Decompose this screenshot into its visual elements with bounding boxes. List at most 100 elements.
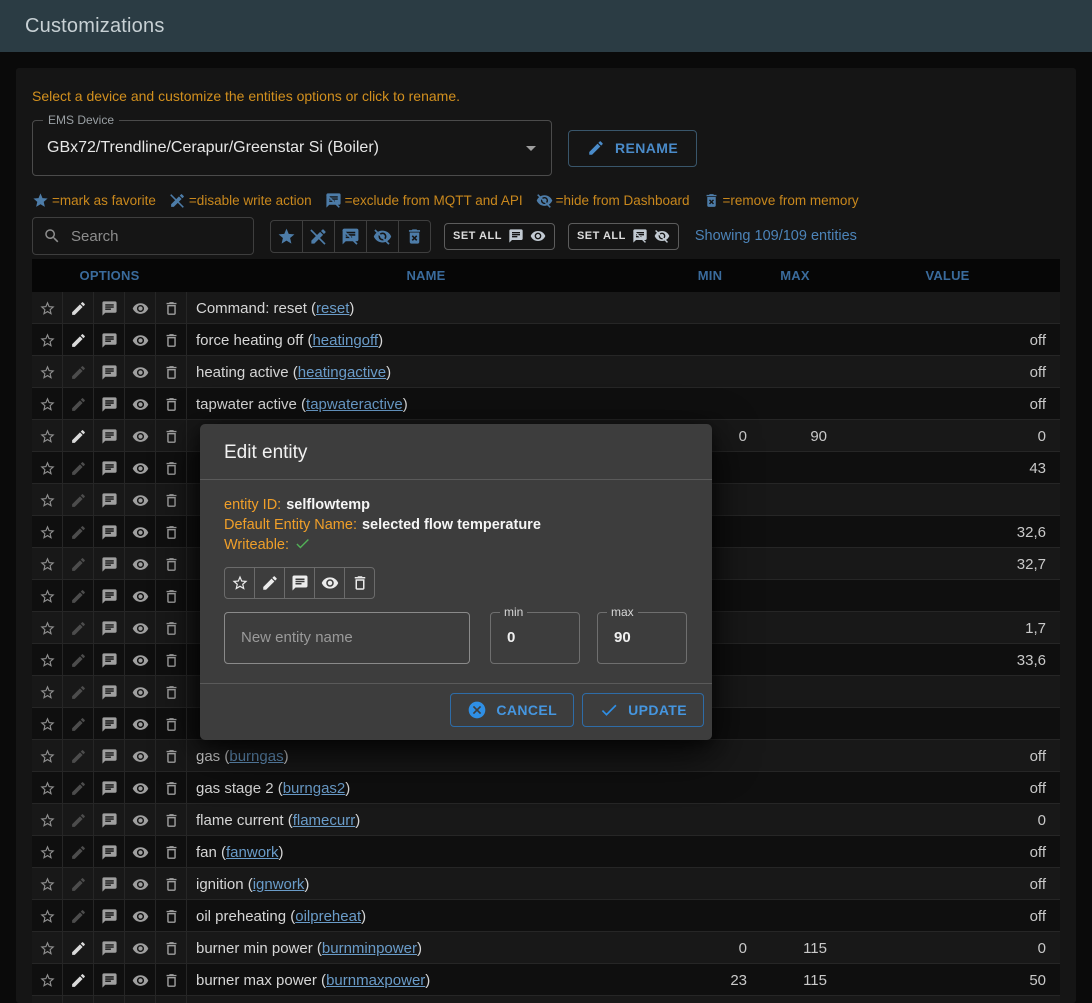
- visibility-toggle[interactable]: [125, 516, 156, 548]
- memory-toggle[interactable]: [156, 868, 187, 900]
- set-all-show-button[interactable]: SET ALL: [444, 222, 555, 250]
- mqtt-toggle[interactable]: [94, 996, 125, 1003]
- write-toggle[interactable]: [63, 836, 94, 868]
- max-input[interactable]: [612, 628, 672, 647]
- mqtt-toggle[interactable]: [94, 324, 125, 356]
- favorite-toggle[interactable]: [32, 580, 63, 612]
- write-toggle[interactable]: [63, 356, 94, 388]
- entity-id-link[interactable]: oilpreheat: [295, 907, 362, 925]
- write-toggle[interactable]: [63, 964, 94, 996]
- entity-id-link[interactable]: burnminpower: [321, 939, 417, 957]
- memory-toggle[interactable]: [156, 612, 187, 644]
- entity-id-link[interactable]: fanwork: [226, 843, 279, 861]
- write-toggle[interactable]: [63, 516, 94, 548]
- mqtt-toggle[interactable]: [94, 740, 125, 772]
- favorite-toggle[interactable]: [32, 932, 63, 964]
- memory-toggle[interactable]: [156, 420, 187, 452]
- visibility-toggle[interactable]: [314, 566, 345, 599]
- entity-id-link[interactable]: burngas2: [282, 779, 346, 797]
- mqtt-toggle[interactable]: [94, 644, 125, 676]
- min-field[interactable]: min: [490, 604, 580, 664]
- favorite-toggle[interactable]: [32, 900, 63, 932]
- visibility-toggle[interactable]: [125, 612, 156, 644]
- memory-toggle[interactable]: [156, 964, 187, 996]
- favorite-toggle[interactable]: [32, 708, 63, 740]
- entity-id-link[interactable]: ignwork: [252, 875, 305, 893]
- visibility-toggle[interactable]: [125, 484, 156, 516]
- memory-toggle[interactable]: [156, 356, 187, 388]
- ems-device-select[interactable]: EMS Device GBx72/Trendline/Cerapur/Green…: [32, 113, 552, 176]
- memory-toggle[interactable]: [156, 932, 187, 964]
- memory-toggle[interactable]: [156, 548, 187, 580]
- memory-filter-toggle[interactable]: [398, 219, 431, 253]
- visibility-toggle[interactable]: [125, 580, 156, 612]
- write-toggle[interactable]: [63, 452, 94, 484]
- visibility-toggle[interactable]: [125, 676, 156, 708]
- mqtt-toggle[interactable]: [94, 900, 125, 932]
- mqtt-toggle[interactable]: [94, 388, 125, 420]
- memory-toggle[interactable]: [156, 900, 187, 932]
- memory-toggle[interactable]: [156, 324, 187, 356]
- memory-toggle[interactable]: [156, 516, 187, 548]
- rename-button[interactable]: RENAME: [568, 129, 698, 167]
- memory-toggle[interactable]: [156, 292, 187, 324]
- visibility-toggle[interactable]: [125, 964, 156, 996]
- write-filter-toggle[interactable]: [302, 219, 335, 253]
- favorite-filter-toggle[interactable]: [270, 219, 303, 253]
- write-toggle[interactable]: [63, 900, 94, 932]
- memory-toggle[interactable]: [156, 836, 187, 868]
- write-toggle[interactable]: [63, 612, 94, 644]
- memory-toggle[interactable]: [156, 452, 187, 484]
- min-input[interactable]: [505, 628, 565, 647]
- mqtt-toggle[interactable]: [94, 964, 125, 996]
- update-button[interactable]: UPDATE: [582, 692, 704, 727]
- memory-toggle[interactable]: [156, 804, 187, 836]
- favorite-toggle[interactable]: [32, 996, 63, 1003]
- favorite-toggle[interactable]: [32, 868, 63, 900]
- search-input[interactable]: [69, 226, 229, 246]
- visibility-toggle[interactable]: [125, 836, 156, 868]
- memory-toggle[interactable]: [156, 676, 187, 708]
- write-toggle[interactable]: [63, 484, 94, 516]
- favorite-toggle[interactable]: [32, 292, 63, 324]
- mqtt-toggle[interactable]: [94, 548, 125, 580]
- mqtt-toggle[interactable]: [94, 932, 125, 964]
- mqtt-toggle[interactable]: [94, 612, 125, 644]
- visibility-toggle[interactable]: [125, 420, 156, 452]
- visibility-toggle[interactable]: [125, 356, 156, 388]
- entity-id-link[interactable]: tapwateractive: [306, 395, 403, 413]
- visibility-toggle[interactable]: [125, 868, 156, 900]
- visibility-toggle[interactable]: [125, 644, 156, 676]
- memory-toggle[interactable]: [156, 708, 187, 740]
- mqtt-toggle[interactable]: [94, 772, 125, 804]
- write-toggle[interactable]: [63, 772, 94, 804]
- new-entity-name-input[interactable]: [239, 628, 455, 647]
- set-all-hide-button[interactable]: SET ALL: [567, 222, 679, 250]
- write-toggle[interactable]: [63, 292, 94, 324]
- favorite-toggle[interactable]: [32, 356, 63, 388]
- favorite-toggle[interactable]: [32, 836, 63, 868]
- search-box[interactable]: [32, 217, 254, 255]
- favorite-toggle[interactable]: [32, 740, 63, 772]
- mqtt-toggle[interactable]: [94, 836, 125, 868]
- write-toggle[interactable]: [63, 868, 94, 900]
- write-toggle[interactable]: [63, 804, 94, 836]
- mqtt-toggle[interactable]: [94, 516, 125, 548]
- mqtt-toggle[interactable]: [94, 804, 125, 836]
- write-toggle[interactable]: [63, 388, 94, 420]
- memory-toggle[interactable]: [156, 388, 187, 420]
- max-field[interactable]: max: [597, 604, 687, 664]
- memory-toggle[interactable]: [156, 484, 187, 516]
- mqtt-filter-toggle[interactable]: [334, 219, 367, 253]
- mqtt-toggle[interactable]: [94, 676, 125, 708]
- mqtt-toggle[interactable]: [94, 452, 125, 484]
- new-entity-name-field[interactable]: [224, 611, 470, 664]
- favorite-toggle[interactable]: [32, 516, 63, 548]
- visibility-toggle[interactable]: [125, 324, 156, 356]
- mqtt-toggle[interactable]: [94, 708, 125, 740]
- favorite-toggle[interactable]: [32, 644, 63, 676]
- favorite-toggle[interactable]: [32, 452, 63, 484]
- visibility-toggle[interactable]: [125, 740, 156, 772]
- visibility-toggle[interactable]: [125, 708, 156, 740]
- mqtt-toggle[interactable]: [94, 356, 125, 388]
